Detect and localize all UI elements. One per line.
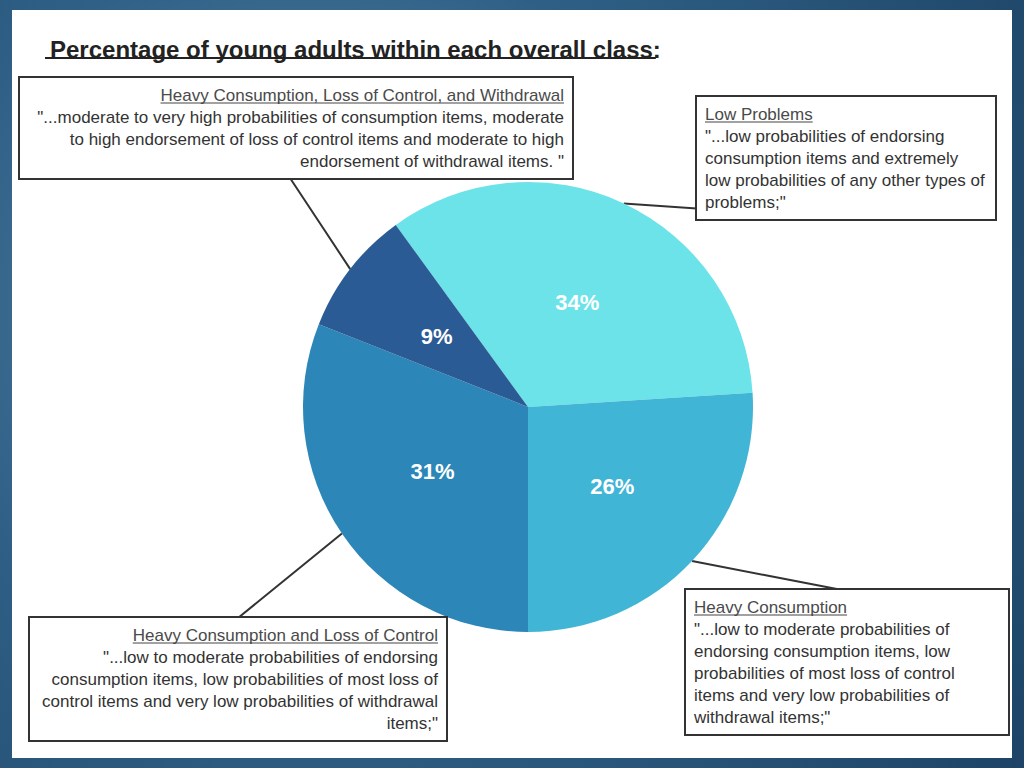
svg-text:consumption items and extremel: consumption items and extremely [705,149,959,168]
svg-text:Low Problems: Low Problems [705,105,813,124]
svg-text:problems;": problems;" [705,193,786,212]
svg-text:endorsement of withdrawal item: endorsement of withdrawal items. " [300,152,564,171]
svg-text:31%: 31% [410,459,454,484]
svg-text:probabilities of most loss of: probabilities of most loss of control [694,664,955,683]
svg-text:34%: 34% [555,290,599,315]
svg-text:Heavy Consumption: Heavy Consumption [694,598,847,617]
svg-text:26%: 26% [590,474,634,499]
svg-text:endorsing consumption items, l: endorsing consumption items, low [694,642,951,661]
svg-text:"...moderate to very high prob: "...moderate to very high probabilities … [37,108,564,127]
svg-text:control items and very low pro: control items and very low probabilities… [42,692,438,711]
svg-text:low probabilities of any other: low probabilities of any other types of [705,171,985,190]
svg-text:withdrawal items;": withdrawal items;" [693,708,830,727]
svg-text:items;": items;" [387,714,438,733]
svg-text:9%: 9% [421,324,453,349]
svg-text:Heavy Consumption and Loss of: Heavy Consumption and Loss of Control [133,626,438,645]
svg-text:"...low probabilities of endor: "...low probabilities of endorsing [705,127,944,146]
svg-text:Heavy Consumption, Loss of Con: Heavy Consumption, Loss of Control, and … [161,86,564,105]
svg-text:Percentage of young adults wit: Percentage of young adults within each o… [50,35,661,63]
svg-text:items and very low probabiliti: items and very low probabilities of [694,686,949,705]
svg-text:"...low to moderate probabilit: "...low to moderate probabilities of end… [103,648,438,667]
svg-text:consumption items, low probabi: consumption items, low probabilities of … [52,670,439,689]
svg-text:to high endorsement of loss of: to high endorsement of loss of control i… [70,130,564,149]
svg-text:"...low to moderate probabilit: "...low to moderate probabilities of [694,620,950,639]
